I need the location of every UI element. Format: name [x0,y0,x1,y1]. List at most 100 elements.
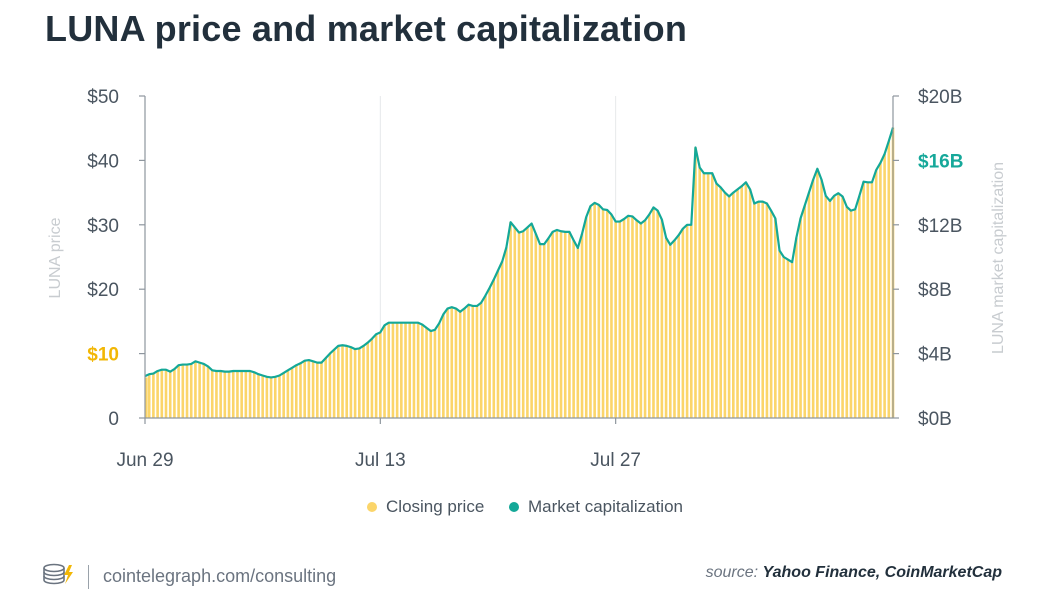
price-bar [521,231,525,418]
price-bar [698,167,701,418]
footer-site-link[interactable]: cointelegraph.com/consulting [103,566,337,586]
price-bar [509,222,512,418]
right-tick-label: $0B [918,409,952,430]
left-axis-ticks: 0 $10 $20 $30 $40 $50 [87,87,145,430]
price-bar [366,342,370,418]
price-bar [673,240,676,418]
right-tick-label: $20B [918,87,962,108]
price-bar [858,195,861,418]
price-bar [282,372,285,418]
left-tick-label: $30 [87,216,119,237]
price-bar [580,233,584,418]
price-bar [685,224,689,418]
price-bars [145,127,895,418]
price-bar [286,370,290,418]
price-bar [551,231,554,418]
footer-brand: cointelegraph.com/consulting [42,562,336,591]
price-bar [668,244,672,418]
price-bar [362,345,365,418]
price-bar [471,305,475,418]
price-bar [429,331,433,418]
price-bar [824,195,828,418]
price-bar [337,345,340,418]
price-bar [702,173,706,418]
price-bar [400,322,403,418]
price-bar [811,179,815,418]
price-bar [311,361,315,418]
price-bar [156,370,159,418]
price-bar [189,363,193,418]
price-bar [790,262,794,418]
price-bar [660,219,664,418]
price-bar [181,364,185,418]
price-bar [236,370,239,418]
price-bar [147,374,151,418]
price-bar [568,231,571,418]
price-bar [332,349,336,418]
price-bar [593,202,596,418]
price-bar [547,238,550,418]
price-bar [656,210,659,418]
price-bar [849,210,853,418]
price-bar [677,235,680,418]
price-bar [379,332,382,418]
price-bar [206,366,210,418]
legend-label-cap: Market capitalization [528,497,683,516]
price-bar [614,221,617,418]
price-bar [446,308,449,418]
legend-item-price: Closing price [367,497,484,517]
price-bar [341,345,344,418]
price-bar [652,207,655,418]
price-bar [496,270,500,418]
price-bar [475,305,479,418]
x-axis-ticks: Jun 29 Jul 13 Jul 27 [116,418,641,471]
price-bar [433,329,437,418]
price-bar [555,229,559,418]
price-bar [450,307,454,418]
price-bar [269,377,273,418]
price-bar [231,370,235,418]
price-bar [887,141,891,418]
price-bar [391,322,395,418]
price-legend-dot [367,502,378,512]
price-bar [740,186,744,418]
price-bar [442,314,445,418]
price-bar [454,308,458,418]
price-bar [383,325,386,418]
right-tick-label: $12B [918,216,962,237]
price-bar [610,214,613,418]
price-bar [408,322,412,418]
price-bar [164,369,168,418]
price-bar [387,322,391,418]
price-bar [303,360,306,418]
price-bar [210,370,214,418]
price-bar [513,227,517,418]
price-bar [219,370,222,418]
price-bar [631,216,634,418]
left-tick-label: $40 [87,151,119,172]
price-bar [799,218,802,418]
price-bar [744,182,748,418]
price-bar [223,371,227,418]
price-bar [681,228,685,418]
price-bar [404,322,407,418]
price-bar [320,362,323,418]
price-bar [160,369,164,418]
price-bar [597,204,601,418]
price-bar [782,257,786,418]
right-axis-ticks: $0B $4B $8B $12B $16B $20B [893,87,963,430]
coins-logo-icon [42,562,76,591]
price-bar [215,370,218,418]
price-bar [643,220,647,418]
price-bar [526,227,529,418]
price-bar [748,189,752,418]
price-bar [328,353,332,418]
left-axis-label: LUNA price [47,217,64,298]
source-names: Yahoo Finance, CoinMarketCap [762,564,1002,581]
price-bar [505,247,508,418]
legend-label-price: Closing price [386,497,485,516]
price-bar [694,147,697,418]
price-bar [530,223,533,418]
price-bar [618,221,622,418]
